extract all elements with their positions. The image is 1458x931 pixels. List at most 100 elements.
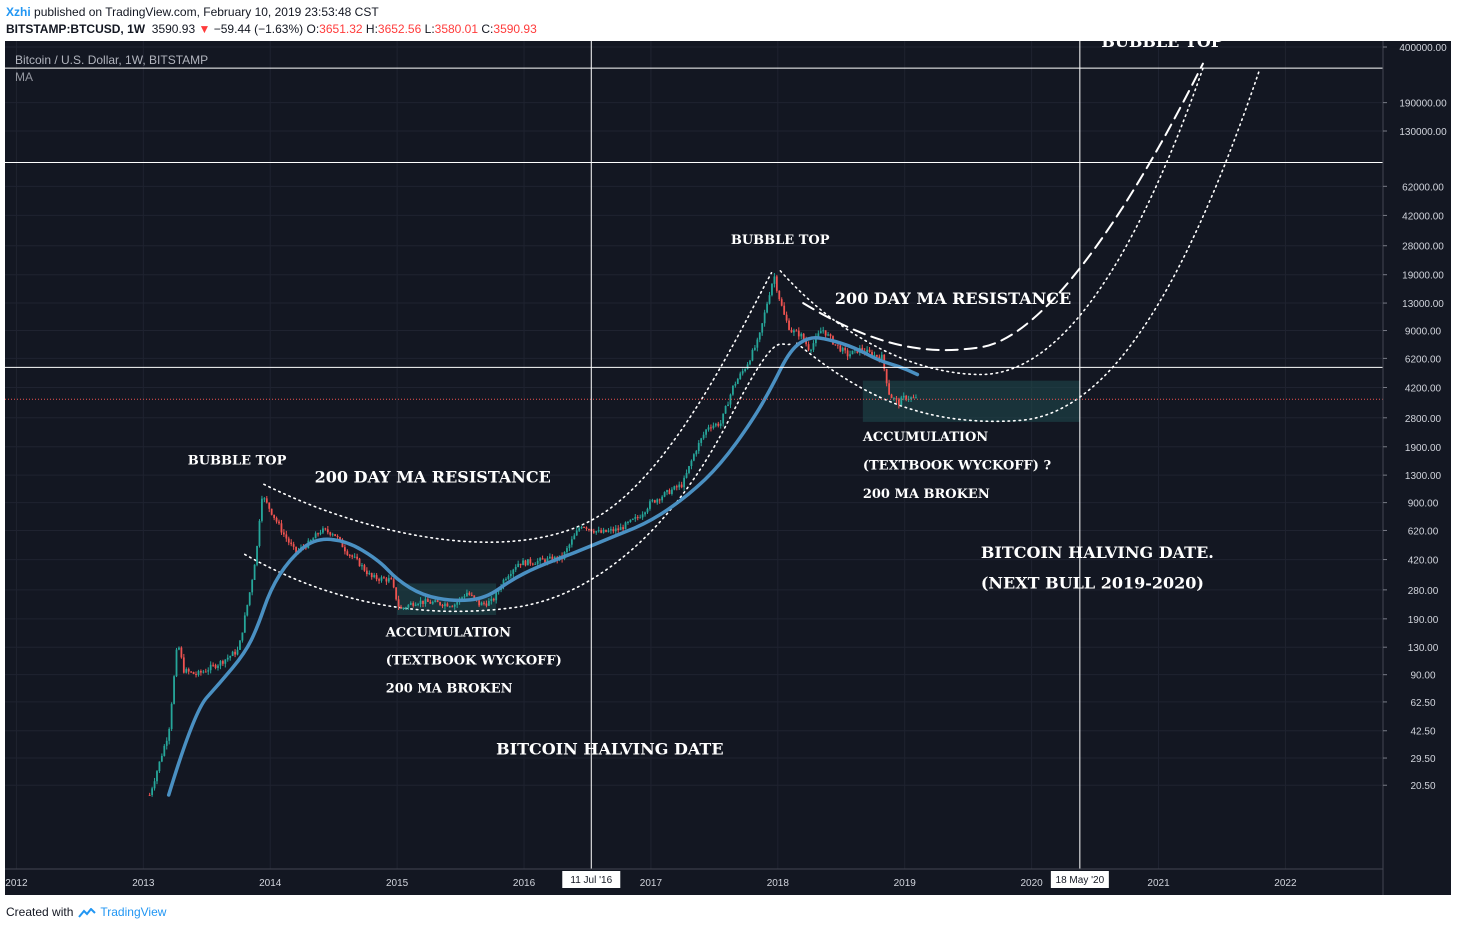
candle-body xyxy=(478,600,481,606)
candle-body xyxy=(466,592,468,597)
candle-body xyxy=(456,602,459,605)
candle-body xyxy=(746,364,749,370)
candle-body xyxy=(402,607,405,609)
candle-body xyxy=(751,349,754,361)
chart-annotation[interactable]: BUBBLE TOP xyxy=(731,233,830,248)
candle-body xyxy=(319,532,322,535)
candle-body xyxy=(365,570,368,575)
candle-body xyxy=(819,331,822,334)
candle-body xyxy=(405,607,407,609)
price-axis[interactable] xyxy=(1383,41,1451,895)
candle-body xyxy=(495,591,498,601)
candle-body xyxy=(368,573,371,575)
chart-annotation[interactable]: BUBBLE TOP xyxy=(188,453,287,468)
chart-annotation[interactable]: (TEXTBOOK WYCKOFF) ? xyxy=(863,459,1052,474)
candle-body xyxy=(695,451,698,455)
candle-body xyxy=(317,533,319,535)
candle-body xyxy=(470,594,473,596)
candle-body xyxy=(846,350,849,357)
candle-body xyxy=(207,670,210,672)
chart-annotation[interactable]: 200 DAY MA RESISTANCE xyxy=(315,467,551,486)
price-tick-label: 20.50 xyxy=(1410,781,1435,792)
candle-body xyxy=(688,466,690,473)
ma-legend[interactable]: MA xyxy=(15,70,33,84)
candle-body xyxy=(480,602,483,606)
candle-body xyxy=(578,528,581,531)
candle-body xyxy=(634,517,637,519)
candle-body xyxy=(258,520,261,547)
candle-body xyxy=(156,771,158,782)
candle-body xyxy=(624,522,627,530)
candle-body xyxy=(795,330,798,332)
candle-body xyxy=(890,394,893,399)
resistance-arc-2014 xyxy=(263,272,773,543)
chart-annotation[interactable]: ACCUMULATION xyxy=(385,626,511,641)
chart-annotation[interactable]: BUBBLE TOP xyxy=(1101,32,1222,51)
time-tick-label: 2022 xyxy=(1274,878,1297,889)
tradingview-link[interactable]: TradingView xyxy=(100,905,167,919)
candle-body xyxy=(148,794,151,796)
moving-average-line[interactable] xyxy=(166,336,920,797)
symbol-info: BITSTAMP:BTCUSD, 1W 3590.93 ▼ −59.44 (−1… xyxy=(6,22,537,36)
author-link[interactable]: Xzhi xyxy=(6,5,31,19)
candle-body xyxy=(358,558,361,567)
candle-body xyxy=(739,373,742,379)
chart-annotation[interactable]: 200 DAY MA RESISTANCE xyxy=(835,289,1071,308)
candle-body xyxy=(234,651,236,655)
candle-body xyxy=(568,544,571,549)
candle-body xyxy=(224,659,227,664)
candle-body xyxy=(209,664,212,671)
candle-body xyxy=(768,295,771,304)
candle-body xyxy=(910,397,912,400)
price-tick-label: 900.00 xyxy=(1408,499,1439,510)
chart-annotation[interactable]: BITCOIN HALVING DATE. xyxy=(981,543,1214,562)
candle-body xyxy=(575,530,578,536)
candle-body xyxy=(631,518,634,520)
candle-body xyxy=(412,603,415,606)
candle-body xyxy=(241,632,244,641)
price-change: −59.44 (−1.63%) xyxy=(213,22,304,36)
date-marker-tag xyxy=(1050,871,1109,888)
candle-body xyxy=(609,529,612,531)
candle-body xyxy=(710,427,712,429)
candle-body xyxy=(180,647,183,658)
accumulation-zone xyxy=(862,380,1080,422)
candle-body xyxy=(680,484,683,488)
chart-annotation[interactable]: 200 MA BROKEN xyxy=(863,487,990,502)
candle-body xyxy=(812,343,815,350)
candle-body xyxy=(531,563,534,565)
price-tick-label: 28000.00 xyxy=(1402,242,1444,253)
chart-annotation[interactable]: ACCUMULATION xyxy=(862,430,988,445)
candle-body xyxy=(810,349,812,351)
price-tick-label: 6200.00 xyxy=(1405,354,1442,365)
candle-body xyxy=(600,530,603,533)
chart-annotation[interactable]: BITCOIN HALVING DATE xyxy=(496,739,723,758)
candle-body xyxy=(243,615,246,633)
time-tick-label: 2016 xyxy=(513,878,536,889)
candle-body xyxy=(773,276,776,284)
candle-body xyxy=(353,556,356,558)
candle-body xyxy=(758,332,761,340)
candle-body xyxy=(622,527,625,530)
price-tick-label: 13000.00 xyxy=(1402,299,1444,310)
price-tick-label: 280.00 xyxy=(1408,586,1439,597)
candle-body xyxy=(663,492,666,497)
candle-body xyxy=(734,383,737,386)
candle-body xyxy=(453,604,456,607)
candle-body xyxy=(287,538,290,543)
candle-body xyxy=(678,484,681,488)
chart-annotation[interactable]: (NEXT BULL 2019-2020) xyxy=(981,574,1204,593)
candle-body xyxy=(753,347,756,350)
candle-body xyxy=(717,423,720,426)
candle-body xyxy=(363,565,366,571)
price-tick-label: 190.00 xyxy=(1408,615,1439,626)
close-label: C: xyxy=(481,22,494,36)
candle-body xyxy=(727,404,729,407)
candle-body xyxy=(644,512,646,515)
candle-body xyxy=(395,587,398,600)
chart-annotation[interactable]: (TEXTBOOK WYCKOFF) xyxy=(386,654,562,669)
chart-annotation[interactable]: 200 MA BROKEN xyxy=(386,681,513,696)
candle-body xyxy=(629,519,632,523)
